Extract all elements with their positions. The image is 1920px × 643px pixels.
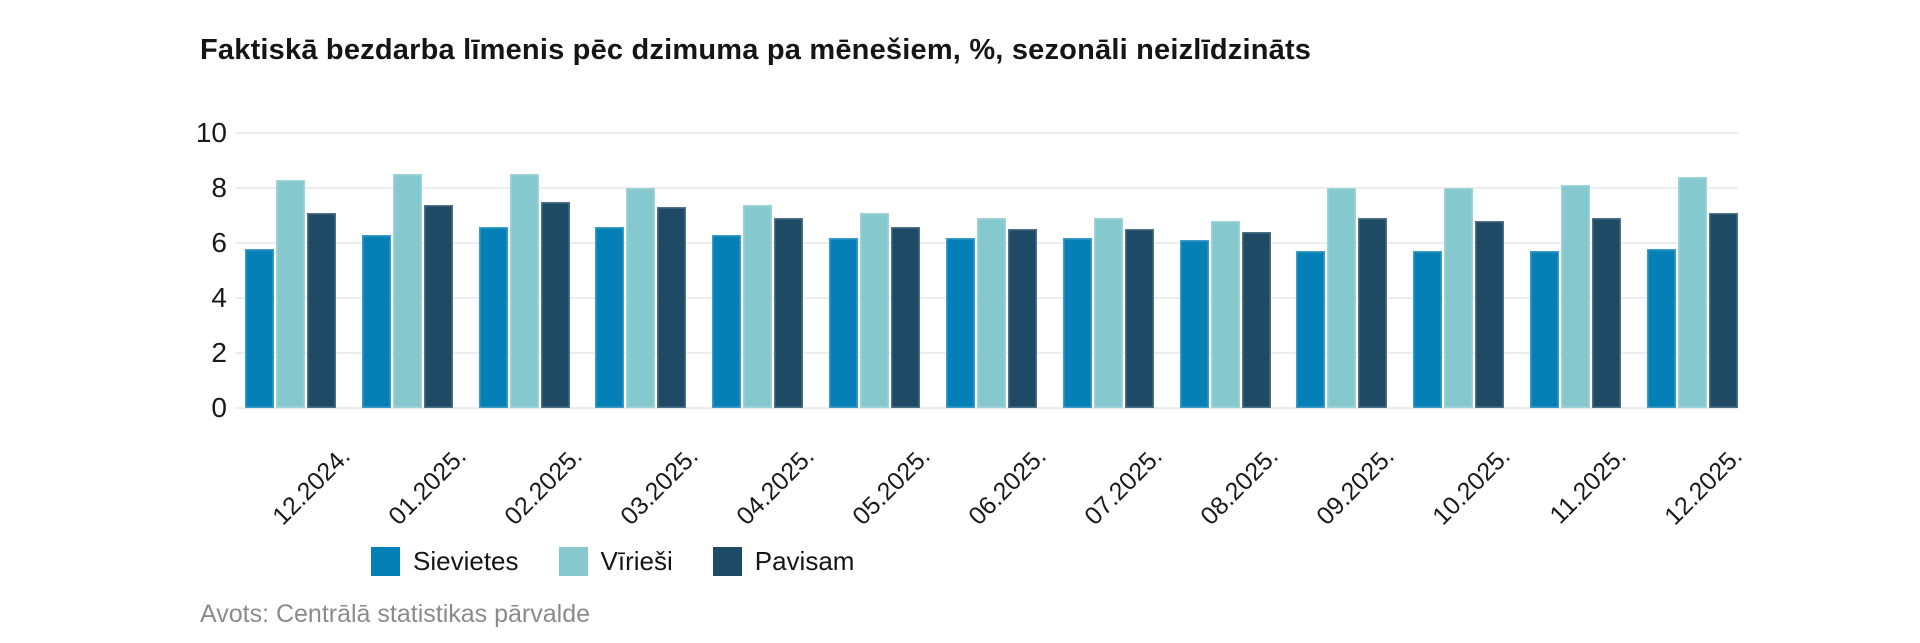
- bar-viriesi[interactable]: [1677, 177, 1707, 408]
- bar-sievietes[interactable]: [595, 226, 625, 408]
- bar-pavisam[interactable]: [1475, 221, 1505, 408]
- bar-group: [712, 133, 804, 408]
- legend: Sievietes Vīrieši Pavisam: [371, 546, 854, 577]
- y-axis-tick-label: 4: [211, 282, 227, 313]
- bar-group: [945, 133, 1037, 408]
- gridline: [235, 407, 1738, 409]
- bar-viriesi[interactable]: [860, 212, 890, 408]
- bar-sievietes[interactable]: [1413, 251, 1443, 408]
- bar-sievietes[interactable]: [1646, 248, 1676, 408]
- bar-pavisam[interactable]: [774, 218, 804, 408]
- bar-group: [1179, 133, 1271, 408]
- source-note: Avots: Centrālā statistikas pārvalde: [200, 600, 591, 628]
- y-axis-tick-label: 10: [195, 117, 227, 148]
- bar-group: [1296, 133, 1388, 408]
- legend-label: Sievietes: [413, 546, 519, 576]
- bar-sievietes[interactable]: [1062, 237, 1092, 408]
- bar-pavisam[interactable]: [891, 226, 921, 408]
- bar-viriesi[interactable]: [276, 179, 305, 408]
- bar-pavisam[interactable]: [423, 204, 453, 408]
- bar-sievietes[interactable]: [245, 248, 274, 408]
- bar-group: [245, 133, 336, 408]
- legend-item-sievietes[interactable]: Sievietes: [371, 546, 519, 577]
- bar-sievietes[interactable]: [1179, 240, 1209, 408]
- legend-item-viriesi[interactable]: Vīrieši: [558, 546, 673, 577]
- bar-viriesi[interactable]: [1210, 221, 1240, 408]
- bar-sievietes[interactable]: [829, 237, 859, 408]
- bar-viriesi[interactable]: [1561, 185, 1591, 408]
- y-axis-tick-label: 2: [211, 337, 227, 368]
- bar-group: [361, 133, 453, 408]
- bar-pavisam[interactable]: [1358, 218, 1388, 408]
- legend-item-pavisam[interactable]: Pavisam: [712, 546, 855, 577]
- legend-swatch-sievietes: [371, 547, 400, 576]
- bar-group: [829, 133, 921, 408]
- bar-sievietes[interactable]: [1530, 251, 1560, 408]
- chart-title: Faktiskā bezdarba līmenis pēc dzimuma pa…: [200, 34, 1312, 66]
- gridline: [235, 187, 1738, 189]
- bar-sievietes[interactable]: [945, 237, 975, 408]
- legend-swatch-pavisam: [712, 547, 742, 576]
- bar-sievietes[interactable]: [361, 234, 391, 408]
- legend-label: Vīrieši: [600, 546, 673, 576]
- legend-label: Pavisam: [754, 546, 855, 576]
- bar-sievietes[interactable]: [712, 234, 742, 408]
- bar-pavisam[interactable]: [540, 201, 570, 408]
- bar-sievietes[interactable]: [1296, 251, 1326, 408]
- bar-group: [1413, 133, 1505, 408]
- bar-pavisam[interactable]: [657, 207, 687, 408]
- bar-pavisam[interactable]: [1708, 212, 1738, 408]
- bar-group: [595, 133, 687, 408]
- bar-group: [1062, 133, 1154, 408]
- y-axis-tick-label: 6: [211, 227, 227, 258]
- bar-pavisam[interactable]: [1592, 218, 1622, 408]
- y-axis-tick-label: 8: [211, 172, 227, 203]
- bar-viriesi[interactable]: [509, 174, 539, 408]
- bar-viriesi[interactable]: [1093, 218, 1123, 408]
- bar-viriesi[interactable]: [392, 174, 422, 408]
- bar-viriesi[interactable]: [976, 218, 1006, 408]
- bar-group: [1646, 133, 1738, 408]
- bar-pavisam[interactable]: [1124, 229, 1154, 408]
- bar-pavisam[interactable]: [1007, 229, 1037, 408]
- bar-pavisam[interactable]: [1241, 232, 1271, 408]
- bar-viriesi[interactable]: [1327, 188, 1357, 408]
- bar-pavisam[interactable]: [307, 212, 336, 408]
- plot-area: [235, 132, 1738, 409]
- bar-viriesi[interactable]: [743, 204, 773, 408]
- bar-group: [478, 133, 570, 408]
- bar-group: [1530, 133, 1622, 408]
- y-axis-tick-label: 0: [211, 392, 227, 423]
- bar-viriesi[interactable]: [626, 188, 656, 408]
- legend-swatch-viriesi: [558, 547, 588, 576]
- gridline: [235, 132, 1738, 134]
- bar-viriesi[interactable]: [1444, 188, 1474, 408]
- bar-sievietes[interactable]: [478, 226, 508, 408]
